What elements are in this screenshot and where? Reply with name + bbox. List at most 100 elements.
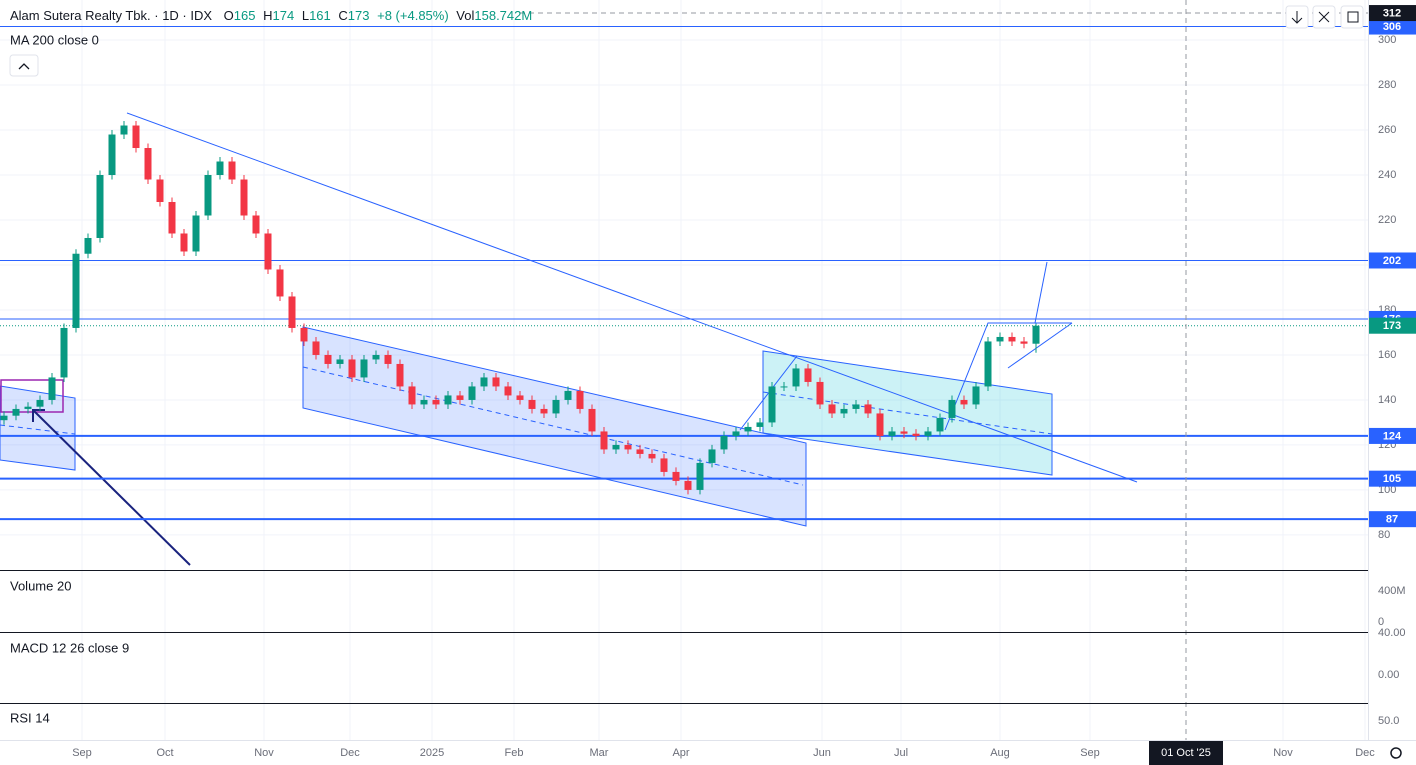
- candle-body: [12, 408, 20, 416]
- candle-body: [300, 327, 308, 342]
- candle-body: [744, 426, 752, 432]
- candle-body: [96, 175, 104, 238]
- candle-body: [768, 386, 776, 423]
- candle-body: [336, 359, 344, 364]
- price-badge-label: 87: [1386, 514, 1398, 526]
- price-badge-label: 312: [1383, 7, 1401, 19]
- channel-mid: [762, 391, 1053, 435]
- y-tick-label: 280: [1378, 79, 1396, 91]
- candle-body: [132, 125, 140, 149]
- x-tick-label: Mar: [590, 747, 609, 759]
- candle-body: [528, 399, 536, 409]
- candle-body: [408, 386, 416, 405]
- candle-body: [372, 354, 380, 360]
- x-tick-label: Aug: [990, 747, 1010, 759]
- candle-body: [0, 415, 8, 421]
- candle-body: [972, 386, 980, 405]
- label: C: [338, 8, 347, 23]
- price-badge-label: 124: [1383, 430, 1402, 442]
- crosshair-date-badge: [1149, 741, 1223, 765]
- x-tick-label: Jun: [813, 747, 831, 759]
- value: 165: [234, 8, 256, 23]
- price-badge: [1369, 18, 1416, 35]
- candle-body: [480, 377, 488, 387]
- crosshair-date: 01 Oct '25: [1161, 747, 1211, 759]
- candle-body: [360, 359, 368, 378]
- settings-button[interactable]: [1390, 747, 1402, 759]
- candle-body: [720, 435, 728, 450]
- candle-body: [468, 386, 476, 400]
- candle-body: [420, 399, 428, 405]
- legend-header: Alam Sutera Realty Tbk. · 1D · IDX O165 …: [10, 8, 532, 23]
- pane-buttons[interactable]: [1285, 5, 1364, 29]
- candle-body: [660, 458, 668, 472]
- candle-body: [264, 233, 272, 270]
- candle-body: [564, 390, 572, 400]
- pane-title: Volume 20: [10, 578, 71, 593]
- candle-body: [600, 431, 608, 450]
- candle-body: [324, 354, 332, 364]
- y-tick-label: 260: [1378, 124, 1396, 136]
- indicator-label: MA 200 close 0: [10, 32, 99, 47]
- candle-body: [432, 399, 440, 405]
- candle-body: [24, 406, 32, 409]
- price-badge: [1369, 427, 1416, 444]
- collapse-button[interactable]: [9, 54, 39, 77]
- price-badge: [1369, 5, 1416, 22]
- x-tick-label: 2025: [420, 747, 444, 759]
- grid: [0, 0, 1368, 740]
- channel-mid: [302, 366, 804, 486]
- candle-body: [708, 449, 716, 463]
- candle-body: [444, 395, 452, 405]
- x-tick-label: Jul: [894, 747, 908, 759]
- y-tick-label: 140: [1378, 394, 1396, 406]
- pane-tick-label: 40.00: [1378, 627, 1406, 639]
- candle-body: [696, 462, 704, 490]
- price-badge: [1369, 317, 1416, 334]
- value: 174: [273, 8, 295, 23]
- candle-body: [780, 386, 788, 388]
- x-tick-label: Oct: [156, 747, 173, 759]
- change: +8 (+4.85%): [377, 8, 449, 23]
- candle-body: [120, 125, 128, 135]
- candle-body: [240, 179, 248, 216]
- candle-body: [756, 422, 764, 427]
- candle-body: [84, 237, 92, 254]
- candle-body: [576, 390, 584, 409]
- y-tick-label: 220: [1378, 214, 1396, 226]
- pane-tick-label: 0: [1378, 616, 1384, 628]
- candle-body: [960, 399, 968, 405]
- label: L: [302, 8, 309, 23]
- candle-body: [456, 395, 464, 400]
- candle-body: [936, 417, 944, 432]
- x-tick-label: Dec: [1355, 747, 1375, 759]
- value: 161: [309, 8, 331, 23]
- x-tick-label: Nov: [254, 747, 274, 759]
- pane-tick-label: 400M: [1378, 585, 1406, 597]
- candle-body: [900, 431, 908, 434]
- candle-body: [1008, 336, 1016, 342]
- candle-body: [876, 413, 884, 436]
- price-badge: [1369, 511, 1416, 528]
- candle-body: [48, 377, 56, 400]
- price-badge: [1369, 252, 1416, 269]
- candle-body: [348, 359, 356, 378]
- x-tick-label: Dec: [340, 747, 360, 759]
- candle-body: [1032, 325, 1040, 344]
- candle-body: [60, 327, 68, 378]
- value: 173: [348, 8, 370, 23]
- pattern-line: [1007, 322, 1073, 369]
- candle-body: [396, 363, 404, 387]
- candle-body: [948, 399, 956, 418]
- candle-body: [216, 161, 224, 176]
- y-tick-label: 100: [1378, 484, 1396, 496]
- arrow-head: [32, 409, 45, 422]
- pane-title: MACD 12 26 close 9: [10, 640, 129, 655]
- x-tick-label: Nov: [1273, 747, 1293, 759]
- price-axis: 8010012014016018020022024026028030030620…: [1369, 5, 1416, 541]
- candle-body: [228, 161, 236, 180]
- candle-body: [552, 399, 560, 414]
- candle-body: [828, 404, 836, 414]
- price-badge-label: 306: [1383, 21, 1401, 33]
